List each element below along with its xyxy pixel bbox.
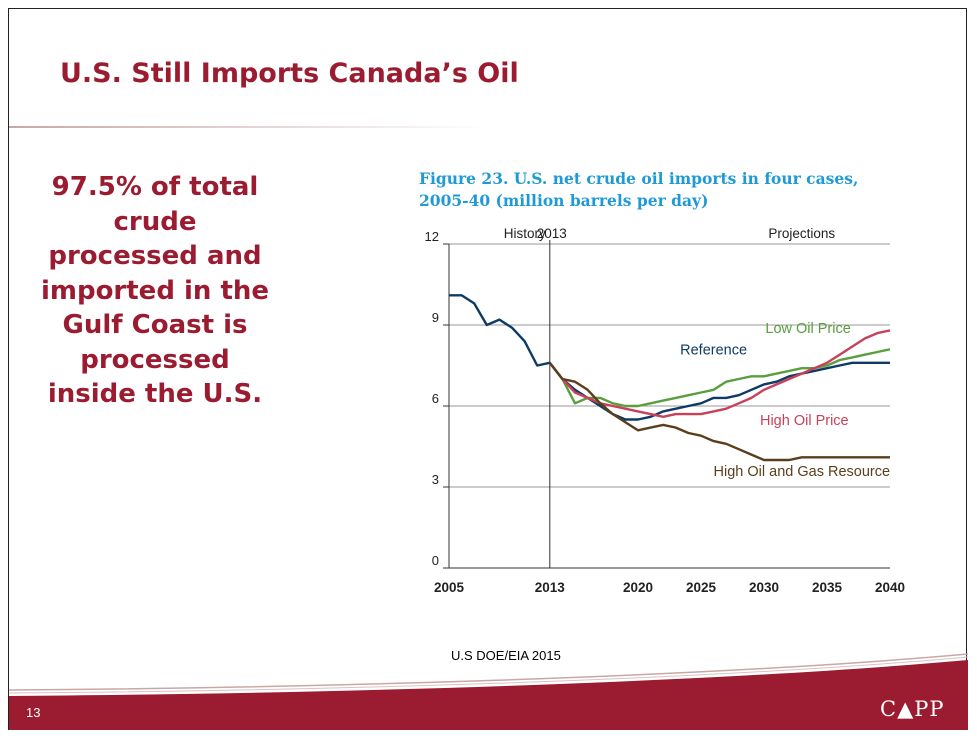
divider-year-label: 2013	[537, 226, 567, 241]
x-tick-label: 2013	[535, 580, 566, 595]
series-label-high-oil-price: High Oil Price	[760, 413, 849, 429]
series-label-low-oil-price: Low Oil Price	[765, 321, 850, 337]
x-tick-label: 2005	[434, 580, 465, 595]
chart-series-labels: Low Oil Price Reference High Oil Price High…	[680, 321, 890, 480]
footer-band	[8, 653, 969, 730]
history-label: History	[504, 226, 546, 241]
maple-leaf-icon: ▲	[897, 697, 915, 721]
title-divider	[9, 126, 489, 128]
logo-text-left: C	[880, 697, 898, 721]
footer-swoosh	[9, 660, 968, 730]
series-line-high-oil-and-gas-resource	[548, 362, 890, 462]
series-line-high-oil-price	[548, 329, 891, 418]
y-tick-label: 0	[432, 553, 439, 568]
imports-line-chart: Figure 23. U.S. net crude oil imports in…	[419, 169, 905, 595]
footer-highlight-2	[8, 656, 969, 694]
chart-gridlines	[449, 243, 890, 488]
series-line-low-oil-price	[548, 348, 891, 408]
footer-highlight	[8, 653, 969, 691]
x-tick-label: 2040	[875, 580, 905, 595]
source-note: U.S DOE/EIA 2015	[451, 648, 561, 663]
chart-series	[449, 294, 891, 462]
page-number: 13	[26, 705, 41, 720]
figure-title-line-1: Figure 23. U.S. net crude oil imports in…	[419, 169, 858, 188]
series-label-high-oil-and-gas-resource: High Oil and Gas Resource	[714, 464, 891, 480]
figure-title: Figure 23. U.S. net crude oil imports in…	[419, 169, 864, 210]
y-tick-label: 6	[432, 391, 439, 406]
callout-text: 97.5% of total crude processed and impor…	[40, 172, 270, 409]
figure-title-line-2: 2005-40 (million barrels per day)	[419, 191, 708, 210]
y-tick-label: 12	[425, 229, 439, 244]
y-tick-label: 9	[432, 310, 439, 325]
chart-axes	[443, 240, 890, 569]
x-tick-label: 2020	[623, 580, 653, 595]
x-tick-label: 2030	[749, 580, 779, 595]
capp-logo: C▲PP	[880, 697, 945, 721]
logo-text-right: PP	[914, 697, 945, 721]
chart-tick-labels: 0 3 6 9 12 2005 2013 2020 2025 2030 2035 2040 Histor…	[425, 226, 905, 595]
slide-title: U.S. Still Imports Canada’s Oil	[60, 58, 519, 89]
y-tick-label: 3	[432, 472, 439, 487]
x-tick-label: 2025	[686, 580, 717, 595]
series-line-history	[449, 294, 551, 367]
x-tick-label: 2035	[812, 580, 843, 595]
series-label-reference: Reference	[680, 343, 747, 359]
projections-label: Projections	[768, 226, 835, 241]
